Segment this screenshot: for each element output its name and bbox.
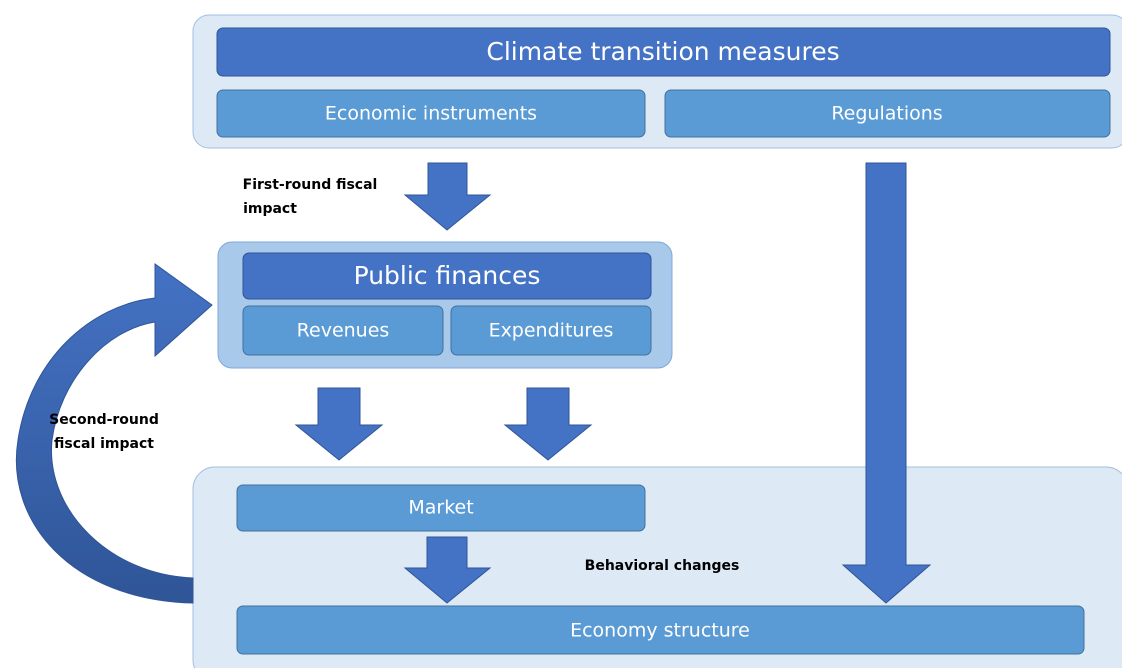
label: fiscal impact — [54, 436, 154, 452]
arrow — [294, 387, 384, 461]
item-text: Regulations — [831, 103, 942, 125]
label: First-round fiscal — [243, 177, 378, 193]
item-box — [216, 89, 646, 138]
item-box — [664, 89, 1111, 138]
item-box — [450, 305, 652, 356]
title-box — [216, 27, 1111, 77]
title-text: Public finances — [354, 261, 541, 290]
label: impact — [243, 201, 297, 217]
label: Behavioral changes — [585, 558, 740, 574]
item-text: Expenditures — [489, 320, 614, 342]
market-text: Market — [408, 497, 473, 519]
title-box — [242, 252, 652, 300]
feedback-arrow — [16, 263, 213, 604]
arrow — [841, 162, 932, 604]
item-box — [242, 305, 444, 356]
arrow — [503, 387, 593, 461]
label: Second-round — [49, 412, 159, 428]
item-text: Revenues — [297, 320, 390, 342]
title-text: Climate transition measures — [486, 37, 839, 66]
arrow — [403, 536, 492, 604]
market-box — [236, 484, 646, 532]
economy-box — [236, 605, 1085, 655]
economy-text: Economy structure — [570, 620, 750, 642]
item-text: Economic instruments — [325, 103, 537, 125]
arrow — [403, 162, 492, 231]
